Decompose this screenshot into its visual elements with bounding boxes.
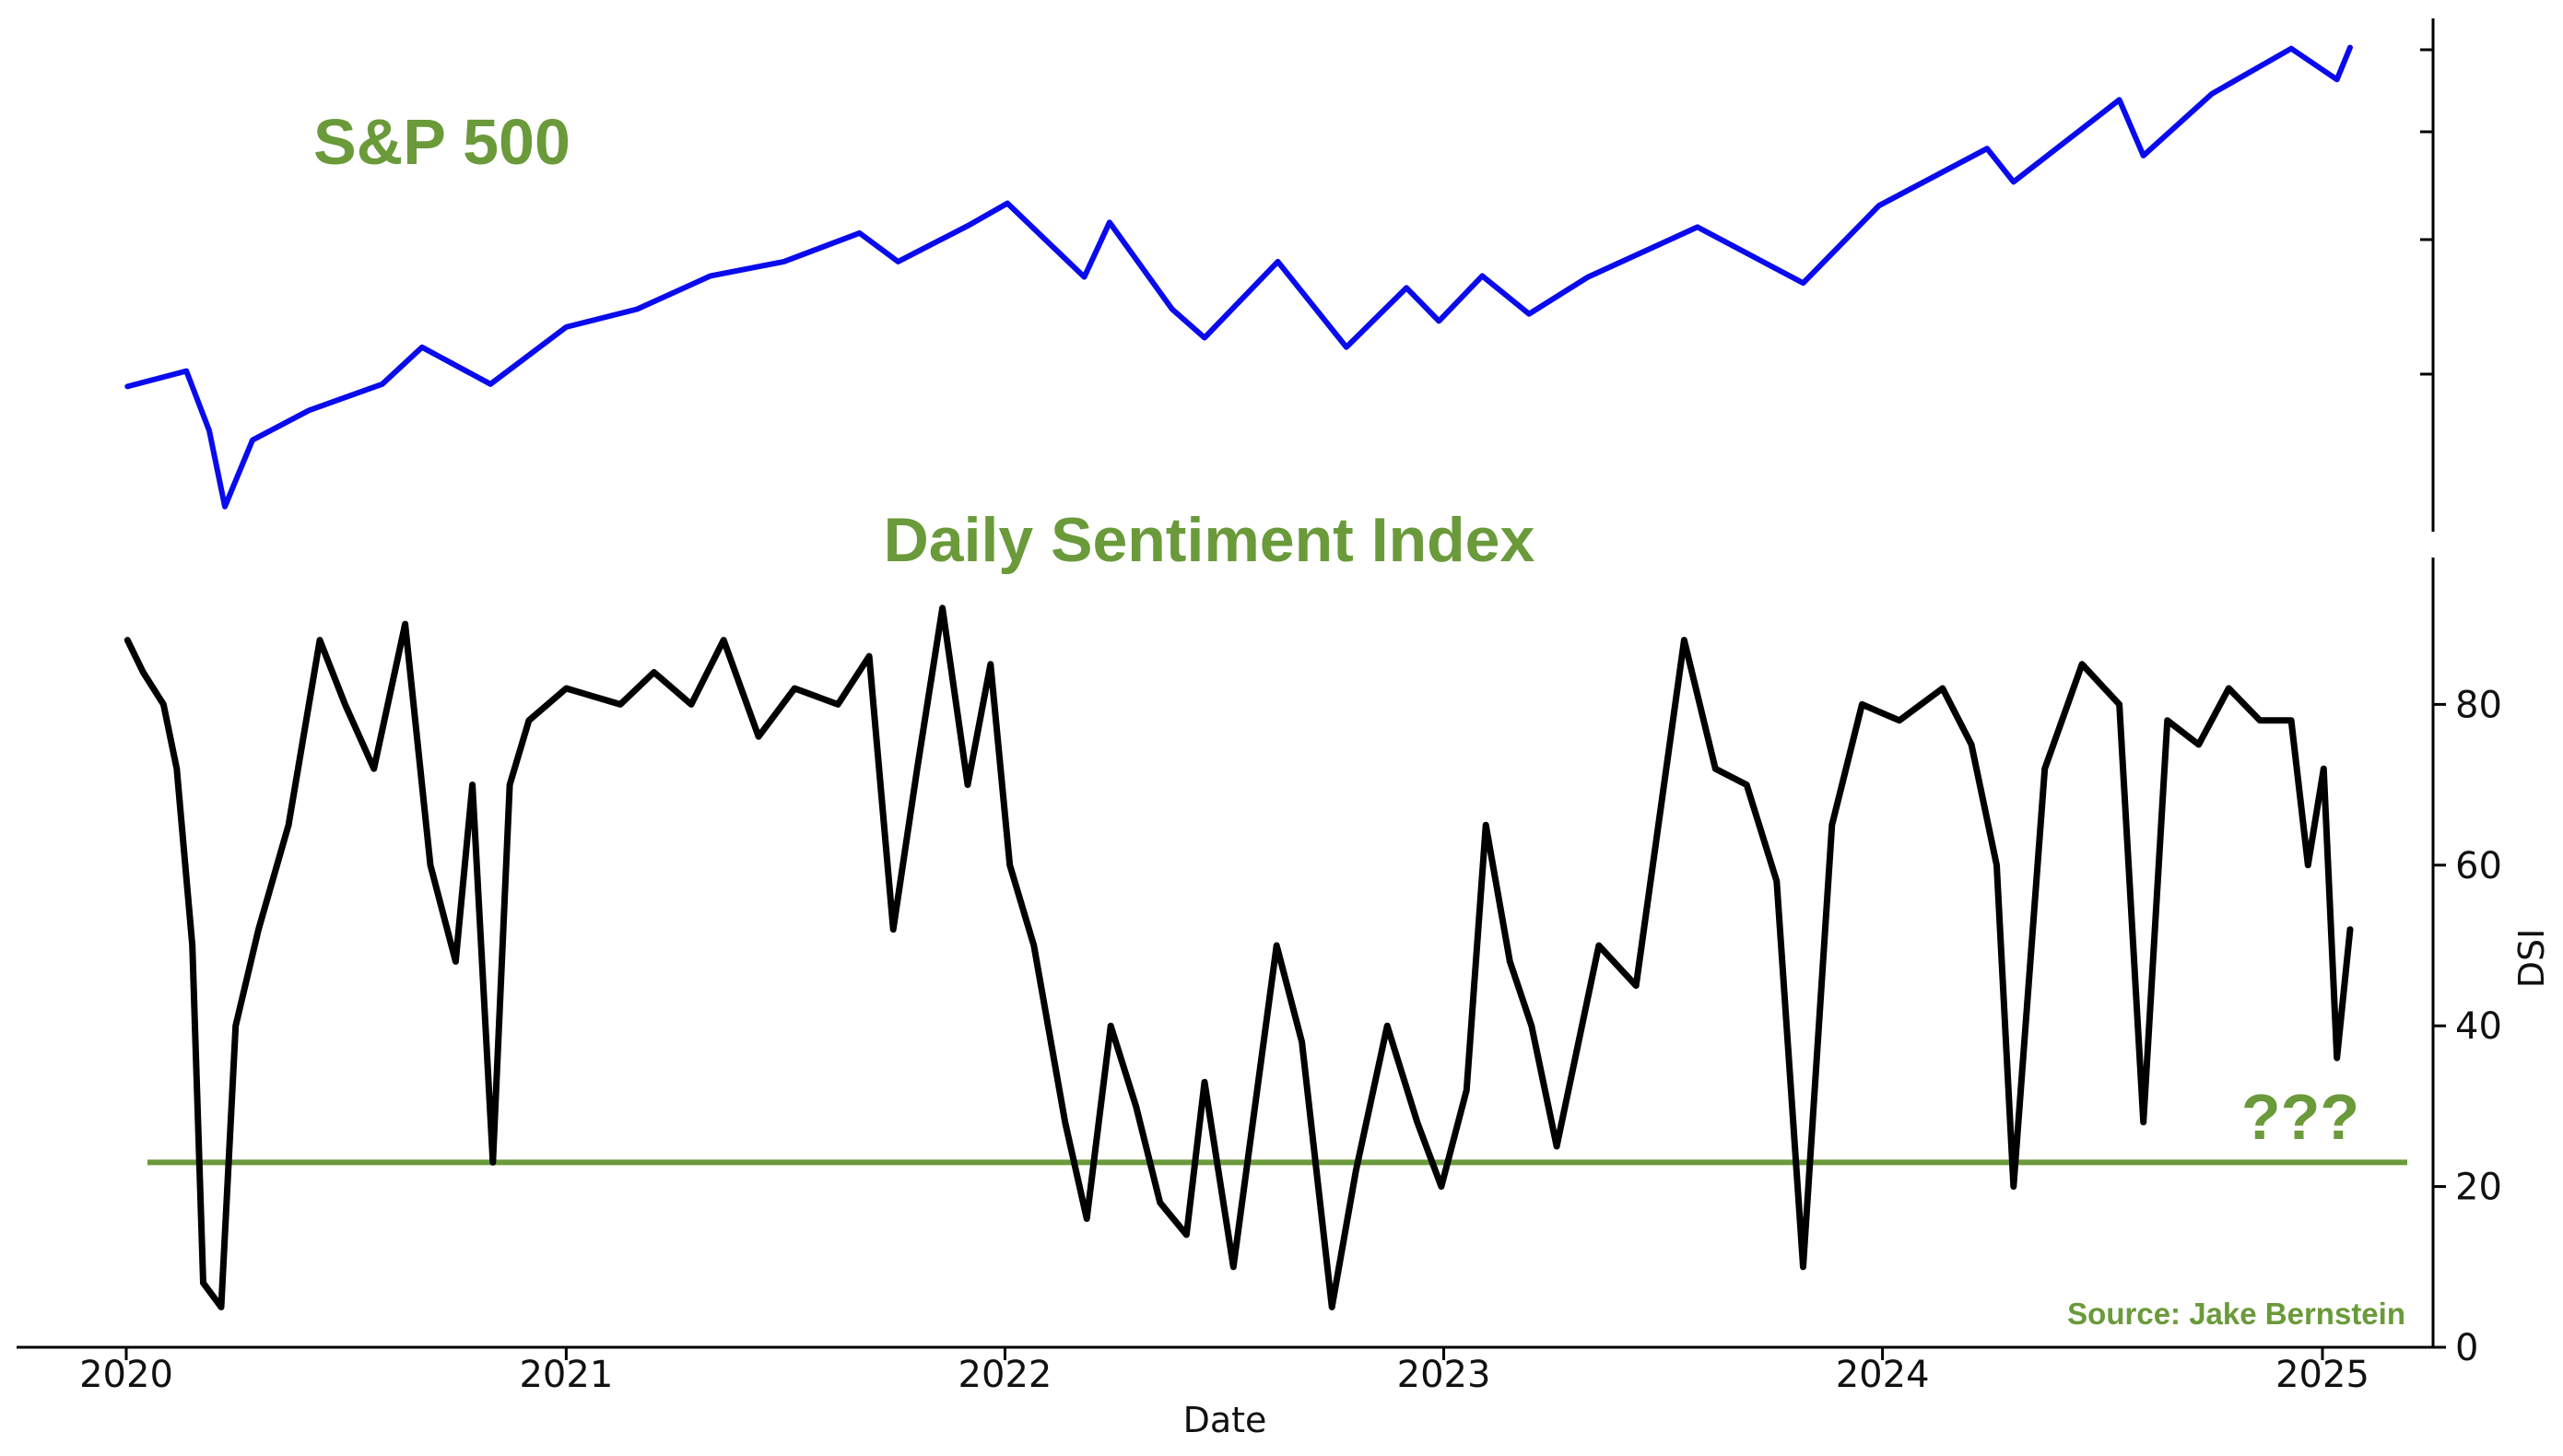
x-tick-label: 2021 — [519, 1354, 613, 1396]
y-tick-label: 80 — [2455, 684, 2502, 726]
y-tick-label: 60 — [2455, 845, 2502, 887]
question-annotation: ??? — [2241, 1081, 2359, 1153]
x-tick-label: 2020 — [79, 1354, 173, 1396]
x-axis-label: Date — [1183, 1400, 1267, 1440]
x-tick-label: 2022 — [958, 1354, 1052, 1396]
y-tick-label: 0 — [2455, 1327, 2478, 1369]
y-tick-label: 40 — [2455, 1005, 2502, 1048]
dsi-y-axis-ticks: 0 20 40 60 80 — [2433, 684, 2502, 1369]
dsi-title: Daily Sentiment Index — [884, 505, 1535, 575]
x-tick-label: 2024 — [1836, 1354, 1930, 1396]
source-note: Source: Jake Bernstein — [2067, 1297, 2405, 1331]
dsi-panel: Daily Sentiment Index 0 20 40 60 80 2020 2021… — [17, 505, 2552, 1440]
dsi-series-line — [123, 605, 2354, 1310]
sp500-right-ticks — [2420, 48, 2433, 376]
x-tick-label: 2025 — [2275, 1354, 2369, 1396]
x-axis-ticks: 2020 2021 2022 2023 2024 2025 — [79, 1347, 2369, 1396]
y-tick-label: 20 — [2455, 1167, 2502, 1209]
y-axis-label: DSI — [2511, 929, 2552, 989]
x-tick-label: 2023 — [1397, 1354, 1491, 1396]
sp500-panel: S&P 500 — [124, 18, 2435, 532]
sp500-series-line — [124, 44, 2353, 510]
sp500-title: S&P 500 — [313, 106, 570, 178]
